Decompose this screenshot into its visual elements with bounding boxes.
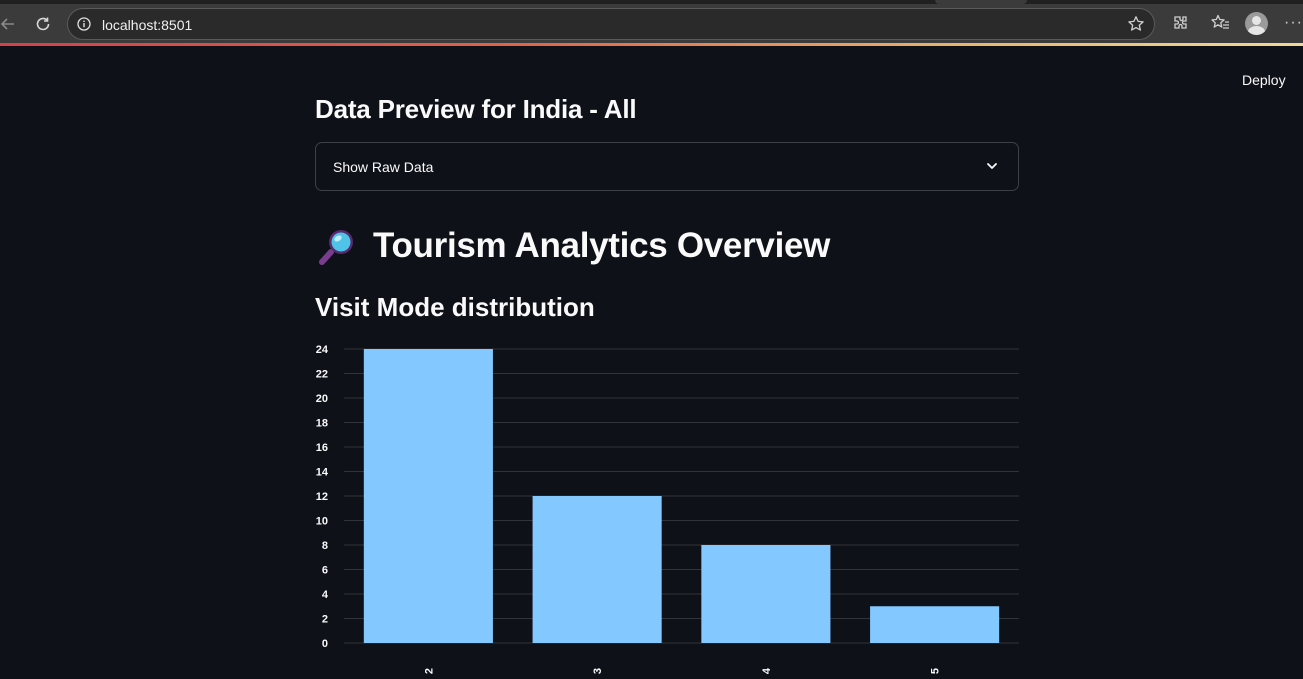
page-title-text: Tourism Analytics Overview (373, 226, 831, 265)
x-tick-label: 4 (761, 667, 773, 674)
y-tick-label: 4 (322, 589, 329, 601)
url-text[interactable]: localhost:8501 (102, 17, 193, 33)
data-preview-heading: Data Preview for India - All (315, 94, 637, 124)
active-tab[interactable] (935, 0, 1027, 4)
visit-mode-bar-chart: 0 2 4 6 8 10 12 14 16 18 20 22 24 2 3 4 5 (300, 338, 1030, 679)
y-tick-label: 18 (316, 418, 328, 430)
back-arrow-icon[interactable] (0, 10, 22, 38)
x-tick-label: 2 (423, 668, 435, 674)
more-options-icon[interactable]: ··· (1284, 14, 1303, 31)
y-tick-label: 8 (322, 540, 328, 552)
tab-strip (0, 0, 1303, 4)
expander-label: Show Raw Data (333, 159, 434, 175)
chevron-down-icon (987, 163, 997, 169)
bar (701, 545, 831, 643)
chart-heading: Visit Mode distribution (315, 292, 595, 322)
y-tick-label: 10 (316, 516, 328, 528)
favorite-star-icon[interactable] (1127, 15, 1145, 33)
extensions-icon[interactable] (1168, 11, 1192, 35)
raw-data-expander[interactable]: Show Raw Data (315, 142, 1019, 191)
y-tick-label: 14 (316, 467, 329, 479)
loading-gradient-bar (0, 43, 1303, 46)
bar (870, 606, 1000, 643)
magnifying-glass-icon (319, 230, 353, 265)
y-tick-label: 24 (316, 344, 329, 356)
y-tick-label: 12 (316, 491, 328, 503)
y-tick-label: 22 (316, 369, 328, 381)
favorites-icon[interactable] (1208, 11, 1232, 35)
y-tick-label: 20 (316, 393, 328, 405)
y-tick-label: 16 (316, 442, 328, 454)
deploy-button[interactable]: Deploy (1242, 72, 1286, 88)
y-tick-label: 0 (322, 638, 328, 650)
bar (532, 496, 662, 643)
x-tick-label: 5 (930, 668, 942, 674)
x-tick-label: 3 (592, 668, 604, 674)
bar (363, 349, 493, 643)
y-tick-label: 6 (322, 565, 328, 577)
address-bar[interactable]: localhost:8501 (67, 8, 1155, 40)
profile-avatar[interactable] (1245, 12, 1268, 35)
reload-icon[interactable] (29, 10, 57, 38)
site-info-icon[interactable] (77, 17, 91, 31)
y-tick-label: 2 (322, 614, 328, 626)
page-title: Tourism Analytics Overview (317, 224, 830, 268)
